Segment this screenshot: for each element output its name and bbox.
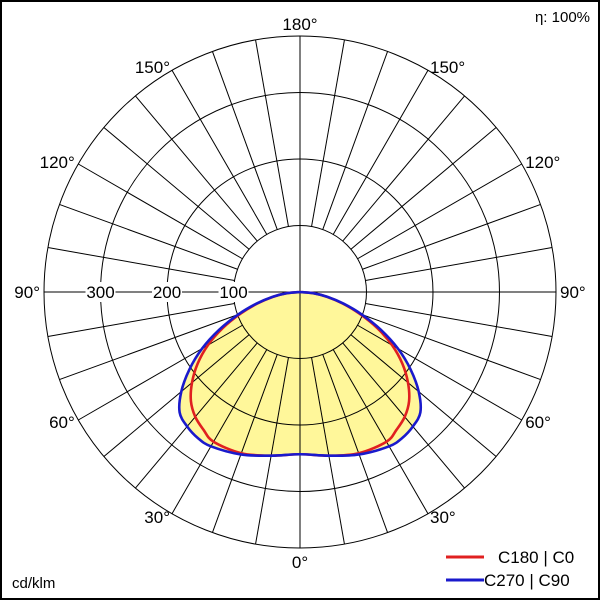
grid-spoke-150-left xyxy=(171,70,268,235)
grid-spoke-110-right xyxy=(362,203,541,270)
grid-spoke-120-right xyxy=(357,163,522,260)
grid-spoke-160-left xyxy=(211,51,278,230)
angle-label-180: 180° xyxy=(282,15,317,34)
grid-spoke-130-right xyxy=(350,127,497,250)
grid-spoke-50-left xyxy=(103,334,250,457)
grid-spoke-140-right xyxy=(342,95,465,242)
grid-spoke-70-left xyxy=(59,314,238,381)
radial-label-bg-300 xyxy=(85,282,116,302)
angle-label-0: 0° xyxy=(292,553,308,572)
grid-spoke-120-left xyxy=(78,163,243,260)
grid-spoke-140-left xyxy=(135,95,258,242)
grid-spoke-30-right xyxy=(332,349,429,514)
legend-label-c180: C180 | C0 xyxy=(498,548,574,567)
grid-spoke-40-left xyxy=(135,342,258,489)
radial-label-bg-100 xyxy=(218,282,249,302)
grid-spoke-60-right xyxy=(357,324,522,421)
grid-spoke-110-left xyxy=(59,203,238,270)
grid-spoke-60-left xyxy=(78,324,243,421)
grid-spoke-30-left xyxy=(171,349,268,514)
unit-label: cd/klm xyxy=(12,575,55,592)
angle-label-120-left: 120° xyxy=(40,153,75,172)
radial-label-200: 200 xyxy=(153,283,181,302)
series-curve-c270-c90 xyxy=(177,290,423,458)
grid-spoke-20-right xyxy=(322,354,389,533)
grid-spoke-70-right xyxy=(362,314,541,381)
angle-label-90-right: 90° xyxy=(560,283,586,302)
angle-label-150-left: 150° xyxy=(135,58,170,77)
grid-spoke-10-left xyxy=(255,357,289,545)
grid-spoke-170-left xyxy=(255,39,289,227)
grid-spoke-20-left xyxy=(211,354,278,533)
legend-label-c270: C270 | C90 xyxy=(484,571,570,590)
legend: C180 | C0 C270 | C90 xyxy=(446,548,574,590)
grid-spoke-80-left xyxy=(47,303,235,337)
radial-label-300: 300 xyxy=(86,283,114,302)
angle-label-60-right: 60° xyxy=(525,413,551,432)
grid-spoke-160-right xyxy=(322,51,389,230)
grid-spoke-100-left xyxy=(47,247,235,281)
grid-spoke-80-right xyxy=(365,303,553,337)
radial-label-100: 100 xyxy=(219,283,247,302)
angle-label-30-right: 30° xyxy=(430,508,456,527)
grid-spoke-10-right xyxy=(311,357,345,545)
angle-label-60-left: 60° xyxy=(49,413,75,432)
grid-spoke-40-right xyxy=(342,342,465,489)
grid-spoke-100-right xyxy=(365,247,553,281)
angle-label-30-left: 30° xyxy=(144,508,170,527)
grid-spoke-150-right xyxy=(332,70,429,235)
grid-spoke-50-right xyxy=(350,334,497,457)
efficiency-label: η: 100% xyxy=(535,9,590,26)
angle-label-120-right: 120° xyxy=(525,153,560,172)
grid-spoke-130-left xyxy=(103,127,250,250)
radial-label-bg-200 xyxy=(152,282,182,302)
grid-spoke-170-right xyxy=(311,39,345,227)
angle-label-150-right: 150° xyxy=(430,58,465,77)
label-layer: 180° 150° 150° 120° 120° 90° 90° 60° 60° 30° 30° 0°… xyxy=(14,15,585,572)
curve-layer xyxy=(177,290,423,458)
angle-label-90-left: 90° xyxy=(14,283,40,302)
